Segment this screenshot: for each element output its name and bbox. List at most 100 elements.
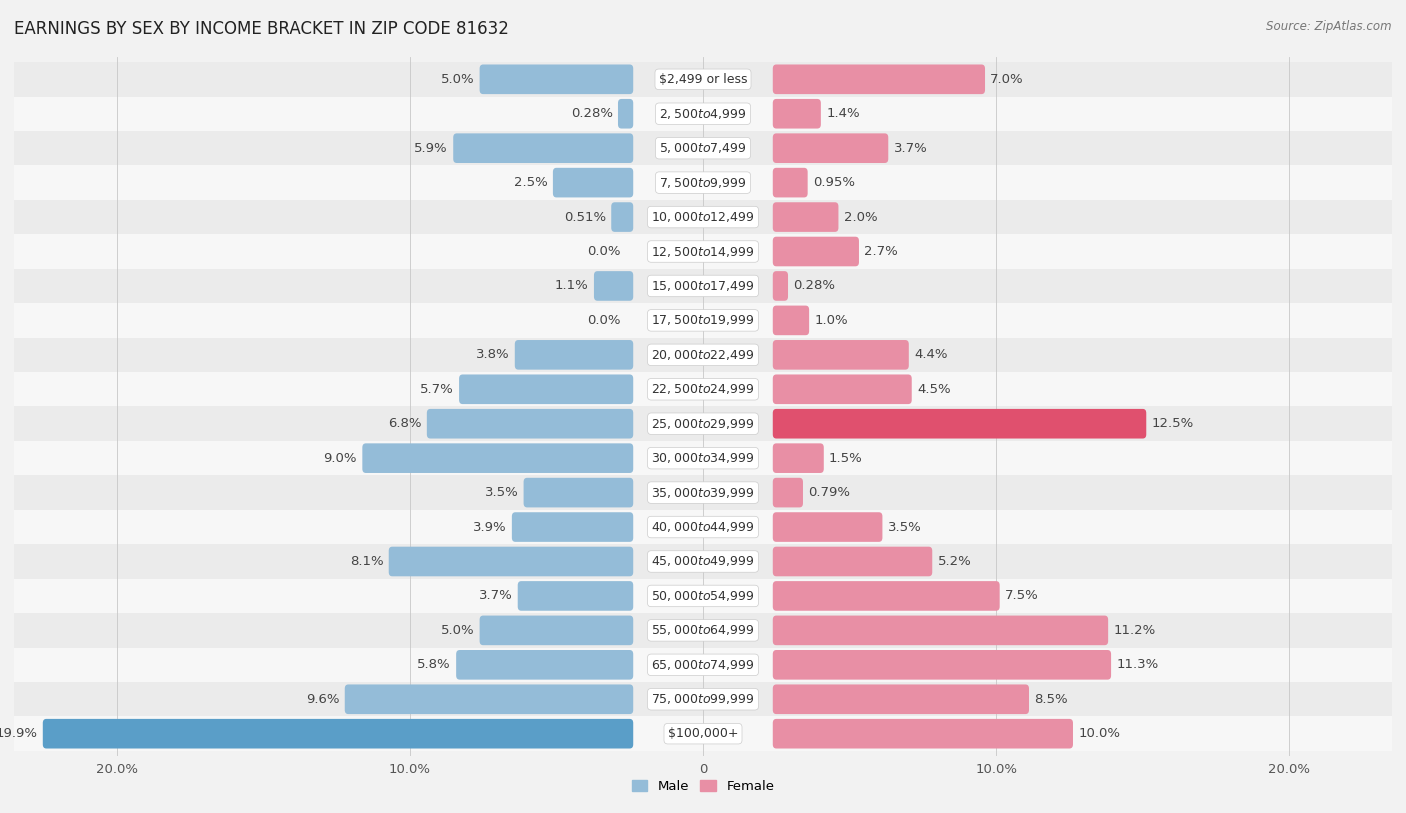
FancyBboxPatch shape — [773, 133, 889, 163]
Text: 8.5%: 8.5% — [1035, 693, 1069, 706]
FancyBboxPatch shape — [773, 340, 908, 370]
FancyBboxPatch shape — [612, 202, 633, 232]
Text: 5.0%: 5.0% — [440, 73, 474, 86]
Text: 3.5%: 3.5% — [887, 520, 921, 533]
FancyBboxPatch shape — [773, 306, 808, 335]
FancyBboxPatch shape — [773, 581, 1000, 611]
Text: 0.0%: 0.0% — [588, 314, 621, 327]
FancyBboxPatch shape — [773, 375, 911, 404]
Text: 5.9%: 5.9% — [415, 141, 449, 154]
FancyBboxPatch shape — [0, 337, 1406, 372]
FancyBboxPatch shape — [460, 375, 633, 404]
FancyBboxPatch shape — [773, 237, 859, 267]
Text: 7.0%: 7.0% — [990, 73, 1024, 86]
Text: 4.5%: 4.5% — [917, 383, 950, 396]
FancyBboxPatch shape — [512, 512, 633, 541]
FancyBboxPatch shape — [0, 165, 1406, 200]
FancyBboxPatch shape — [0, 613, 1406, 648]
FancyBboxPatch shape — [593, 272, 633, 301]
Text: 3.8%: 3.8% — [475, 348, 509, 361]
Text: $7,500 to $9,999: $7,500 to $9,999 — [659, 176, 747, 189]
FancyBboxPatch shape — [388, 546, 633, 576]
Text: $2,499 or less: $2,499 or less — [659, 73, 747, 86]
FancyBboxPatch shape — [773, 615, 1108, 646]
Text: $12,500 to $14,999: $12,500 to $14,999 — [651, 245, 755, 259]
FancyBboxPatch shape — [0, 441, 1406, 476]
Text: $17,500 to $19,999: $17,500 to $19,999 — [651, 313, 755, 328]
FancyBboxPatch shape — [773, 99, 821, 128]
Text: 7.5%: 7.5% — [1005, 589, 1039, 602]
FancyBboxPatch shape — [0, 716, 1406, 751]
FancyBboxPatch shape — [0, 579, 1406, 613]
Text: 19.9%: 19.9% — [0, 727, 38, 740]
Text: 3.5%: 3.5% — [485, 486, 519, 499]
FancyBboxPatch shape — [0, 406, 1406, 441]
Text: $75,000 to $99,999: $75,000 to $99,999 — [651, 692, 755, 706]
Text: $30,000 to $34,999: $30,000 to $34,999 — [651, 451, 755, 465]
FancyBboxPatch shape — [453, 133, 633, 163]
Text: $35,000 to $39,999: $35,000 to $39,999 — [651, 485, 755, 500]
Text: $55,000 to $64,999: $55,000 to $64,999 — [651, 624, 755, 637]
Text: Source: ZipAtlas.com: Source: ZipAtlas.com — [1267, 20, 1392, 33]
FancyBboxPatch shape — [0, 648, 1406, 682]
Text: $45,000 to $49,999: $45,000 to $49,999 — [651, 554, 755, 568]
FancyBboxPatch shape — [0, 303, 1406, 337]
Text: 5.7%: 5.7% — [420, 383, 454, 396]
FancyBboxPatch shape — [344, 685, 633, 714]
FancyBboxPatch shape — [479, 64, 633, 94]
Text: $2,500 to $4,999: $2,500 to $4,999 — [659, 107, 747, 121]
Text: 0.51%: 0.51% — [564, 211, 606, 224]
FancyBboxPatch shape — [773, 443, 824, 473]
Text: $50,000 to $54,999: $50,000 to $54,999 — [651, 589, 755, 603]
Text: $40,000 to $44,999: $40,000 to $44,999 — [651, 520, 755, 534]
FancyBboxPatch shape — [0, 544, 1406, 579]
Text: $20,000 to $22,499: $20,000 to $22,499 — [651, 348, 755, 362]
FancyBboxPatch shape — [427, 409, 633, 438]
FancyBboxPatch shape — [0, 131, 1406, 165]
FancyBboxPatch shape — [0, 269, 1406, 303]
Text: 12.5%: 12.5% — [1152, 417, 1194, 430]
Text: 9.0%: 9.0% — [323, 452, 357, 465]
FancyBboxPatch shape — [773, 202, 838, 232]
Text: 3.7%: 3.7% — [894, 141, 928, 154]
FancyBboxPatch shape — [0, 62, 1406, 97]
Text: 0.95%: 0.95% — [813, 176, 855, 189]
FancyBboxPatch shape — [363, 443, 633, 473]
Text: 2.5%: 2.5% — [513, 176, 547, 189]
Text: $22,500 to $24,999: $22,500 to $24,999 — [651, 382, 755, 396]
FancyBboxPatch shape — [773, 64, 986, 94]
Text: 5.8%: 5.8% — [418, 659, 451, 672]
Text: 3.9%: 3.9% — [472, 520, 506, 533]
Text: 2.0%: 2.0% — [844, 211, 877, 224]
Text: 6.8%: 6.8% — [388, 417, 422, 430]
FancyBboxPatch shape — [0, 682, 1406, 716]
Text: 0.79%: 0.79% — [808, 486, 851, 499]
Text: 5.0%: 5.0% — [440, 624, 474, 637]
FancyBboxPatch shape — [773, 546, 932, 576]
FancyBboxPatch shape — [553, 167, 633, 198]
Text: $10,000 to $12,499: $10,000 to $12,499 — [651, 210, 755, 224]
FancyBboxPatch shape — [0, 476, 1406, 510]
FancyBboxPatch shape — [773, 272, 787, 301]
FancyBboxPatch shape — [0, 234, 1406, 269]
FancyBboxPatch shape — [773, 719, 1073, 749]
FancyBboxPatch shape — [773, 478, 803, 507]
Text: 1.0%: 1.0% — [814, 314, 848, 327]
Text: 9.6%: 9.6% — [307, 693, 339, 706]
Text: 0.28%: 0.28% — [793, 280, 835, 293]
FancyBboxPatch shape — [773, 409, 1146, 438]
Text: 11.3%: 11.3% — [1116, 659, 1159, 672]
Text: 4.4%: 4.4% — [914, 348, 948, 361]
Text: 10.0%: 10.0% — [1078, 727, 1121, 740]
Text: $100,000+: $100,000+ — [668, 727, 738, 740]
Text: $15,000 to $17,499: $15,000 to $17,499 — [651, 279, 755, 293]
FancyBboxPatch shape — [517, 581, 633, 611]
FancyBboxPatch shape — [0, 372, 1406, 406]
FancyBboxPatch shape — [0, 97, 1406, 131]
Text: 1.4%: 1.4% — [827, 107, 859, 120]
FancyBboxPatch shape — [523, 478, 633, 507]
Legend: Male, Female: Male, Female — [626, 775, 780, 798]
Text: 1.5%: 1.5% — [830, 452, 863, 465]
Text: 0.28%: 0.28% — [571, 107, 613, 120]
FancyBboxPatch shape — [0, 200, 1406, 234]
